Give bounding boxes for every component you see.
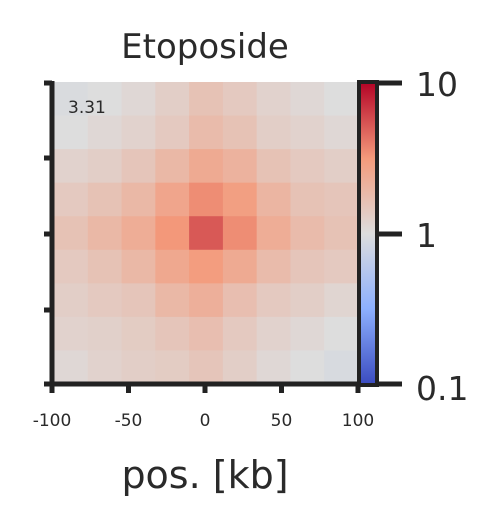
heatmap-cell: [256, 283, 292, 318]
heatmap-cell: [54, 249, 89, 284]
heatmap-cell: [87, 182, 123, 217]
heatmap-cell: [256, 350, 292, 385]
heatmap-cell: [121, 316, 156, 352]
heatmap-cell: [222, 350, 258, 385]
heatmap-cell: [290, 82, 325, 117]
heatmap-cell: [290, 249, 325, 284]
heatmap-cell: [87, 316, 123, 352]
heatmap-cell: [189, 149, 224, 184]
x-tick-label: 50: [271, 411, 293, 431]
x-tick-group: -100 -50 0 50 100: [33, 384, 374, 431]
heatmap-cell: [290, 316, 325, 352]
heatmap-cell: [290, 182, 325, 217]
heatmap-cell: [222, 82, 258, 117]
heatmap-cell: [54, 115, 89, 150]
heatmap-cell: [54, 283, 89, 318]
heatmap-cell: [87, 350, 123, 385]
heatmap-cell: [256, 216, 292, 251]
heatmap-cell: [121, 115, 156, 150]
heatmap-cell: [54, 350, 89, 385]
heatmap-cell: [54, 316, 89, 352]
heatmap-cell: [222, 115, 258, 150]
heatmap-cell: [155, 82, 190, 117]
heatmap-cell: [87, 115, 123, 150]
heatmap-cell: [256, 182, 292, 217]
heatmap-cell: [290, 149, 325, 184]
heatmap-cells: [54, 82, 359, 385]
heatmap-cell: [155, 316, 190, 352]
heatmap-cell: [256, 316, 292, 352]
chart-title: Etoposide: [121, 27, 289, 67]
heatmap-cell: [324, 316, 359, 352]
heatmap-cell: [121, 182, 156, 217]
heatmap-cell: [155, 216, 190, 251]
heatmap-cell: [189, 182, 224, 217]
heatmap-cell: [189, 249, 224, 284]
heatmap-cell: [324, 115, 359, 150]
heatmap-cell: [155, 249, 190, 284]
heatmap-cell: [222, 216, 258, 251]
x-tick-label: -100: [33, 411, 72, 431]
heatmap-cell: [54, 182, 89, 217]
heatmap-cell: [290, 283, 325, 318]
heatmap-cell: [155, 350, 190, 385]
heatmap-cell: [54, 216, 89, 251]
heatmap-cell: [121, 149, 156, 184]
heatmap-cell: [324, 283, 359, 318]
x-tick-label: 0: [200, 411, 211, 431]
colorbar-tick-label-min: 0.1: [416, 369, 468, 408]
heatmap-cell: [222, 149, 258, 184]
heatmap-cell: [54, 82, 89, 117]
heatmap-cell: [222, 316, 258, 352]
heatmap-cell: [155, 182, 190, 217]
heatmap-cell: [189, 283, 224, 318]
heatmap-cell: [155, 283, 190, 318]
heatmap-cell: [87, 249, 123, 284]
heatmap-cell: [121, 82, 156, 117]
heatmap-cell: [121, 216, 156, 251]
heatmap-cell: [121, 283, 156, 318]
heatmap-cell: [189, 115, 224, 150]
heatmap-cell: [87, 283, 123, 318]
heatmap-cell: [87, 216, 123, 251]
colorbar-tick-label-max: 10: [416, 65, 458, 104]
heatmap-cell: [54, 149, 89, 184]
heatmap-cell: [155, 115, 190, 150]
heatmap-cell: [189, 350, 224, 385]
corner-value-annotation: 3.31: [68, 98, 106, 118]
heatmap-cell: [189, 316, 224, 352]
heatmap-cell: [324, 216, 359, 251]
heatmap-cell: [256, 82, 292, 117]
heatmap-cell: [324, 82, 359, 117]
heatmap-cell: [222, 283, 258, 318]
heatmap-cell: [324, 149, 359, 184]
colorbar-gradient: [360, 83, 376, 384]
heatmap-cell: [222, 182, 258, 217]
heatmap-cell: [121, 249, 156, 284]
heatmap-cell: [222, 249, 258, 284]
x-tick-label: 100: [342, 411, 374, 431]
colorbar-tick-label-mid: 1: [416, 216, 437, 255]
heatmap-cell: [256, 115, 292, 150]
heatmap-cell: [155, 149, 190, 184]
heatmap-cell: [324, 249, 359, 284]
heatmap-cell: [256, 149, 292, 184]
heatmap-cell: [87, 149, 123, 184]
heatmap-cell: [189, 216, 224, 251]
colorbar: 10 1 0.1: [357, 65, 468, 408]
x-axis-label: pos. [kb]: [121, 453, 288, 497]
heatmap-cell: [121, 350, 156, 385]
x-tick-label: -50: [115, 411, 143, 431]
heatmap-cell: [290, 350, 325, 385]
heatmap-cell: [324, 182, 359, 217]
heatmap-cell: [290, 216, 325, 251]
heatmap-cell: [189, 82, 224, 117]
heatmap-cell: [87, 82, 123, 117]
heatmap-cell: [324, 350, 359, 385]
heatmap-cell: [290, 115, 325, 150]
heatmap-cell: [256, 249, 292, 284]
